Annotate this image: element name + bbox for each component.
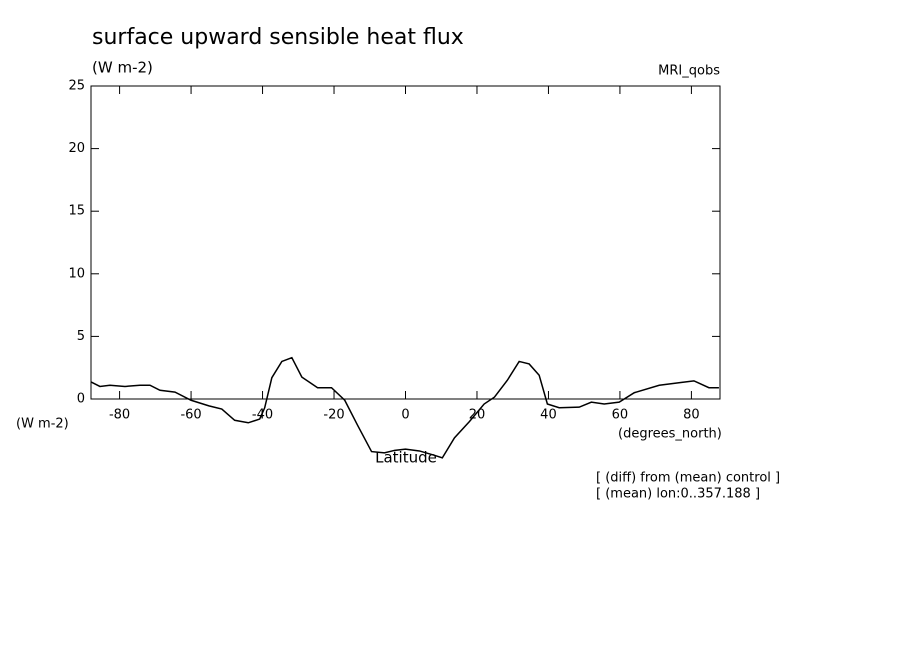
- y-tick-label: 25: [68, 79, 85, 94]
- y-tick-label: 5: [77, 329, 85, 344]
- y-tick-label: 10: [68, 266, 85, 281]
- x-tick-label: 20: [469, 408, 486, 423]
- y-tick-label: 20: [68, 141, 85, 156]
- data-line: [90, 356, 719, 459]
- x-tick-label: 0: [401, 408, 409, 423]
- note: [ (diff) from (mean) control ]: [596, 471, 780, 486]
- y-tick-label: 15: [68, 204, 85, 219]
- x-axis-label: Latitude: [375, 449, 437, 467]
- x-units: (degrees_north): [618, 427, 722, 442]
- note: [ (mean) lon:0..357.188 ]: [596, 487, 760, 502]
- x-tick-label: 60: [612, 408, 629, 423]
- y-axis-label: (W m-2): [16, 417, 69, 432]
- x-tick-label: -60: [180, 408, 201, 423]
- chart-title: surface upward sensible heat flux: [92, 25, 464, 50]
- x-tick-label: -20: [323, 408, 344, 423]
- plot-frame: [90, 85, 721, 400]
- x-tick-label: 80: [683, 408, 700, 423]
- x-tick-label: 40: [540, 408, 557, 423]
- source: MRI_qobs: [658, 64, 720, 79]
- units: (W m-2): [92, 59, 153, 77]
- y-tick-label: 0: [77, 392, 85, 407]
- x-tick-label: -40: [252, 408, 273, 423]
- x-tick-label: -80: [109, 408, 130, 423]
